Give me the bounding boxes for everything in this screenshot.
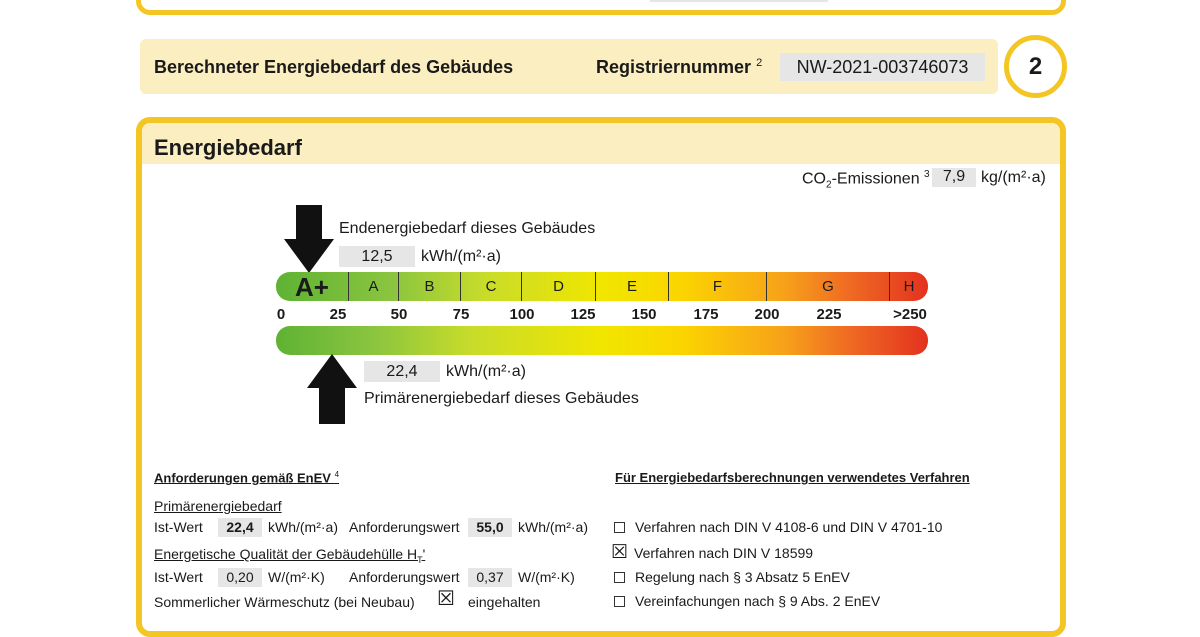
tick-label: >250 <box>893 306 927 323</box>
tick-label: 50 <box>390 306 408 323</box>
class-b: B <box>399 272 461 301</box>
checked-box-icon[interactable]: ☒ <box>437 588 455 610</box>
section-header <box>142 123 1060 164</box>
class-c: C <box>461 272 522 301</box>
tick-label: 200 <box>754 306 780 323</box>
primary-energy-arrow-icon <box>307 354 357 424</box>
primary-energy-label: Primärenergiebedarf dieses Gebäudes <box>364 390 639 407</box>
primary-req-label: Anforderungswert <box>349 519 460 535</box>
checked-box-icon[interactable]: ☒ <box>611 542 629 563</box>
registration-label: Registriernummer 2 <box>596 57 763 77</box>
class-e: E <box>596 272 669 301</box>
end-energy-arrow-icon <box>284 205 334 273</box>
previous-section-box <box>136 0 1066 15</box>
primary-requirement-title: Primärenergiebedarf <box>154 498 282 514</box>
checkbox-icon[interactable] <box>614 596 625 607</box>
class-g: G <box>767 272 890 301</box>
envelope-ist-unit: W/(m²·K) <box>268 569 325 585</box>
tick-label: 150 <box>631 306 657 323</box>
primary-energy-scale <box>276 326 928 355</box>
tick-label: 25 <box>329 306 347 323</box>
section-title: Energiebedarf <box>154 135 302 160</box>
primary-energy-unit: kWh/(m²·a) <box>446 363 526 380</box>
end-energy-label: Endenergiebedarf dieses Gebäudes <box>339 220 596 237</box>
method-option[interactable]: Regelung nach § 3 Absatz 5 EnEV <box>614 569 850 585</box>
primary-req-unit: kWh/(m²·a) <box>518 519 588 535</box>
method-option[interactable]: ☒ Verfahren nach DIN V 18599 <box>611 542 814 563</box>
requirements-title: Anforderungen gemäß EnEV 4 <box>154 470 340 486</box>
co2-unit: kg/(m²·a) <box>981 169 1046 186</box>
tick-label: 225 <box>816 306 842 323</box>
page-title: Berechneter Energiebedarf des Gebäudes <box>154 57 514 77</box>
primary-ist-unit: kWh/(m²·a) <box>268 519 338 535</box>
co2-value: 7,9 <box>932 168 976 187</box>
tick-label: 100 <box>509 306 535 323</box>
tick-label: 125 <box>570 306 596 323</box>
class-a-plus: A+ <box>276 272 349 301</box>
envelope-ist-label: Ist-Wert <box>154 569 203 585</box>
envelope-req-label: Anforderungswert <box>349 569 460 585</box>
previous-field <box>650 0 828 2</box>
tick-label: 175 <box>693 306 719 323</box>
checkbox-icon[interactable] <box>614 522 625 533</box>
tick-label: 0 <box>276 306 286 323</box>
primary-ist-value: 22,4 <box>218 518 262 537</box>
method-option[interactable]: Vereinfachungen nach § 9 Abs. 2 EnEV <box>614 593 880 609</box>
energy-class-scale: A+ A B C D E F G H <box>276 272 928 301</box>
method-title: Für Energiebedarfsberechnungen verwendet… <box>615 470 970 485</box>
checkbox-icon[interactable] <box>614 572 625 583</box>
end-energy-unit: kWh/(m²·a) <box>421 248 501 265</box>
primary-ist-label: Ist-Wert <box>154 519 203 535</box>
primary-energy-value: 22,4 <box>364 361 440 382</box>
class-a: A <box>349 272 399 301</box>
class-d: D <box>522 272 596 301</box>
method-option[interactable]: Verfahren nach DIN V 4108-6 und DIN V 47… <box>614 519 942 535</box>
summer-protection-status: eingehalten <box>468 594 541 610</box>
page-number-badge: 2 <box>1004 35 1067 98</box>
primary-req-value: 55,0 <box>468 518 512 537</box>
class-h: H <box>903 278 915 295</box>
end-energy-value: 12,5 <box>339 246 415 267</box>
envelope-req-value: 0,37 <box>468 568 512 587</box>
envelope-req-unit: W/(m²·K) <box>518 569 575 585</box>
summer-protection-label: Sommerlicher Wärmeschutz (bei Neubau) <box>154 594 415 610</box>
co2-label: CO2-Emissionen 3 <box>802 169 930 191</box>
registration-number: NW-2021-003746073 <box>780 53 985 81</box>
envelope-title: Energetische Qualität der Gebäudehülle H… <box>154 546 426 565</box>
envelope-ist-value: 0,20 <box>218 568 262 587</box>
tick-label: 75 <box>452 306 470 323</box>
class-f: F <box>669 272 767 301</box>
